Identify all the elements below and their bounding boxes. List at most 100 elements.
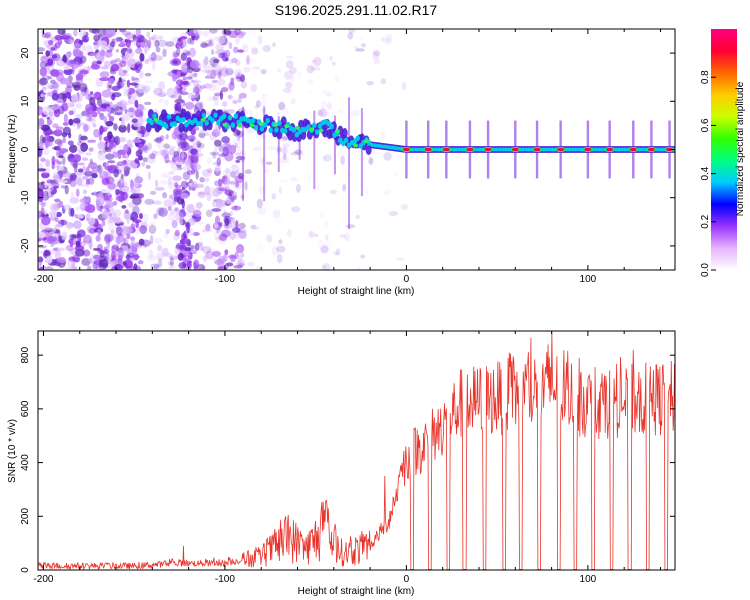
spectrogram-noise-blob [207, 96, 217, 102]
spectrogram-noise-blob [119, 73, 130, 77]
spectrogram-noise-blob [143, 42, 151, 52]
spectrogram-noise-blob [115, 48, 119, 53]
spectrogram-noise-blob [167, 213, 176, 221]
spectrogram-noise-blob [223, 210, 227, 216]
spectrogram-noise-blob [146, 255, 157, 262]
spectrogram-noise-blob [118, 260, 125, 265]
spectrogram-noise-blob [196, 141, 201, 148]
spectrogram-noise-blob [89, 158, 93, 164]
spectrogram-noise-blob [200, 41, 207, 49]
spectrogram-clump [273, 122, 279, 127]
spectrogram-noise-blob [140, 160, 148, 166]
spectrogram-noise-blob [176, 139, 180, 144]
spectrogram-noise-blob [76, 144, 82, 153]
spectrogram-noise-blob [70, 207, 75, 217]
spectrogram-noise-blob [104, 234, 111, 244]
spectrogram-clump [284, 124, 290, 129]
spectrogram-ytick-label: 0 [20, 146, 31, 152]
spectrogram-noise-blob [217, 71, 222, 79]
spectrogram-noise-blob [106, 240, 111, 249]
spectrogram-noise-blob [141, 162, 146, 167]
spectrogram-xlabel: Height of straight line (km) [298, 286, 415, 297]
spectrogram-noise-blob [93, 254, 101, 260]
spectrogram-noise-blob [45, 50, 50, 57]
spectrogram-noise-blob [289, 67, 297, 75]
spectrogram-noise-blob [235, 220, 239, 229]
spectrogram-noise-blob [225, 167, 231, 174]
spectrogram-noise-blob [315, 182, 320, 191]
spectrogram-peak-core [466, 147, 474, 152]
spectrogram-noise-blob [262, 44, 271, 53]
spectrogram-noise-blob [90, 116, 97, 126]
spectrogram-noise-blob [255, 100, 261, 108]
spectrogram-noise-blob [124, 236, 129, 246]
spectrogram-noise-blob [97, 151, 107, 161]
spectrogram-noise-blob [90, 64, 101, 70]
spectrogram-noise-blob [172, 175, 182, 182]
spectrogram-noise-blob [189, 138, 195, 143]
spectrogram-noise-blob [68, 118, 74, 126]
spectrogram-noise-blob [357, 36, 363, 40]
spectrogram-noise-blob [329, 189, 337, 195]
spectrogram-noise-blob [69, 174, 74, 181]
spectrogram-noise-blob [186, 260, 192, 269]
spectrogram-noise-blob [130, 211, 139, 221]
spectrogram-noise-blob [88, 29, 99, 34]
spectrogram-noise-blob [360, 43, 367, 48]
spectrogram-noise-blob [38, 182, 45, 192]
spectrogram-noise-blob [161, 149, 170, 159]
spectrogram-noise-blob [84, 170, 93, 177]
spectrogram-noise-blob [66, 39, 70, 44]
spectrogram-noise-blob [193, 152, 204, 158]
spectrogram-noise-blob [50, 179, 59, 185]
spectrogram-noise-blob [174, 211, 184, 222]
spectrogram-noise-blob [194, 183, 205, 189]
spectrogram-noise-blob [123, 166, 131, 175]
spectrogram-noise-blob [58, 105, 65, 115]
spectrogram-noise-blob [246, 55, 250, 65]
spectrogram-noise-blob [325, 93, 333, 97]
spectrogram-noise-blob [98, 258, 109, 268]
spectrogram-noise-blob [64, 184, 69, 195]
spectrogram-noise-blob [204, 42, 214, 47]
spectrogram-noise-blob [314, 233, 319, 238]
spectrogram-clump [222, 122, 228, 127]
spectrogram-noise-blob [105, 120, 114, 127]
spectrogram-noise-blob [345, 224, 356, 229]
spectrogram-noise-blob [384, 33, 393, 43]
spectrogram-noise-blob [199, 101, 204, 111]
spectrogram-streak [360, 108, 363, 197]
spectrogram-noise-blob [54, 249, 61, 260]
spectrogram-ridge-core [198, 120, 204, 127]
spectrogram-noise-blob [204, 65, 212, 73]
spectrogram-noise-blob [164, 153, 170, 164]
spectrogram-noise-blob [53, 185, 59, 189]
spectrogram-noise-blob [110, 250, 117, 260]
spectrogram-ridge-core [277, 120, 282, 126]
spectrogram-noise-blob [38, 263, 41, 269]
spectrogram-noise-blob [193, 163, 202, 171]
spectrogram-noise-blob [76, 213, 84, 219]
spectrogram-noise-blob [75, 206, 80, 211]
spectrogram-clump [334, 129, 340, 134]
spectrogram-noise-blob [135, 192, 145, 199]
spectrogram-noise-blob [111, 244, 120, 250]
spectrogram-noise-blob [237, 254, 242, 262]
spectrogram-noise-blob [84, 152, 92, 156]
spectrogram-noise-blob [372, 52, 380, 60]
spectrogram-noise-blob [183, 251, 191, 257]
spectrogram-noise-blob [238, 222, 246, 230]
spectrogram-noise-blob [220, 67, 229, 77]
spectrogram-noise-blob [121, 186, 130, 193]
spectrogram-noise-blob [149, 234, 154, 245]
spectrogram-noise-blob [40, 202, 46, 208]
spectrogram-peak-core [647, 147, 655, 152]
spectrogram-noise-blob [185, 30, 195, 35]
spectrogram-noise-blob [107, 131, 113, 140]
spectrogram-noise-blob [179, 91, 189, 96]
spectrogram-noise-blob [67, 222, 74, 228]
spectrogram-noise-blob [238, 230, 247, 239]
spectrogram-noise-blob [107, 160, 116, 164]
spectrogram-noise-blob [323, 220, 330, 228]
